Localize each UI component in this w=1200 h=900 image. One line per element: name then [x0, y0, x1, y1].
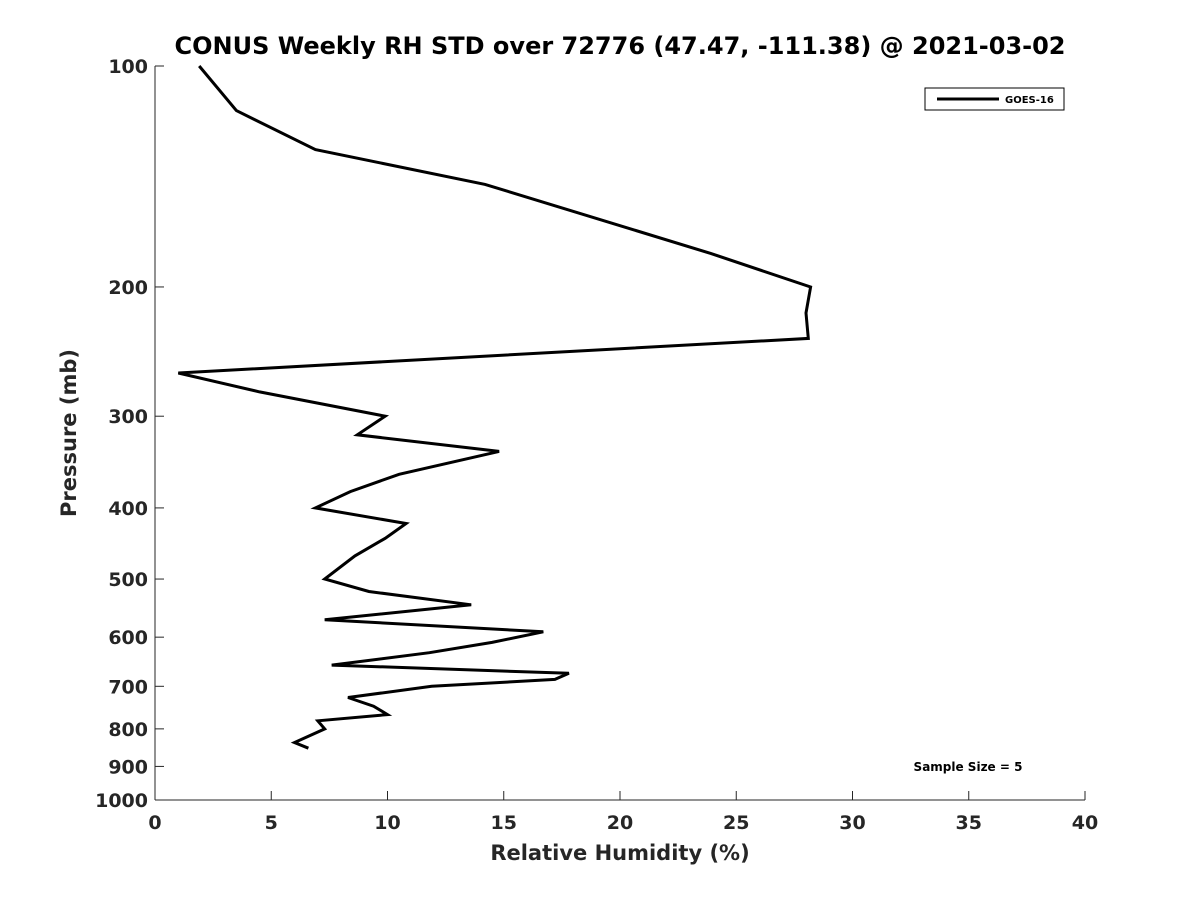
sample-size-annotation: Sample Size = 5: [914, 760, 1023, 774]
series-line-goes-16: [177, 65, 813, 750]
x-axis-label: Relative Humidity (%): [490, 841, 749, 865]
x-tick-label: 20: [607, 812, 633, 834]
chart-title: CONUS Weekly RH STD over 72776 (47.47, -…: [174, 32, 1065, 60]
tick-marks: [154, 65, 1086, 801]
y-tick-label: 300: [108, 406, 148, 428]
y-tick-label: 500: [108, 569, 148, 591]
tick-labels: 0 5 10 15 20 25 30 35 40 100 200 300 400 500 600 700 800…: [95, 56, 1098, 834]
y-tick-label: 600: [108, 627, 148, 649]
x-tick-label: 35: [956, 812, 982, 834]
x-tick-label: 30: [839, 812, 865, 834]
y-tick-label: 800: [108, 719, 148, 741]
y-axis-label: Pressure (mb): [57, 349, 81, 517]
y-tick-label: 700: [108, 676, 148, 698]
y-tick-label: 900: [108, 756, 148, 778]
legend: GOES-16: [924, 87, 1065, 111]
axes: [154, 66, 1085, 801]
series-layer: [177, 65, 813, 750]
legend-label-goes-16: GOES-16: [1005, 95, 1054, 106]
x-tick-label: 5: [265, 812, 278, 834]
x-tick-label: 15: [491, 812, 517, 834]
y-tick-label: 1000: [95, 790, 148, 812]
x-tick-label: 10: [374, 812, 400, 834]
x-tick-label: 40: [1072, 812, 1098, 834]
x-tick-label: 25: [723, 812, 749, 834]
y-tick-label: 200: [108, 277, 148, 299]
y-tick-label: 100: [108, 56, 148, 78]
x-tick-label: 0: [148, 812, 161, 834]
y-tick-label: 400: [108, 498, 148, 520]
